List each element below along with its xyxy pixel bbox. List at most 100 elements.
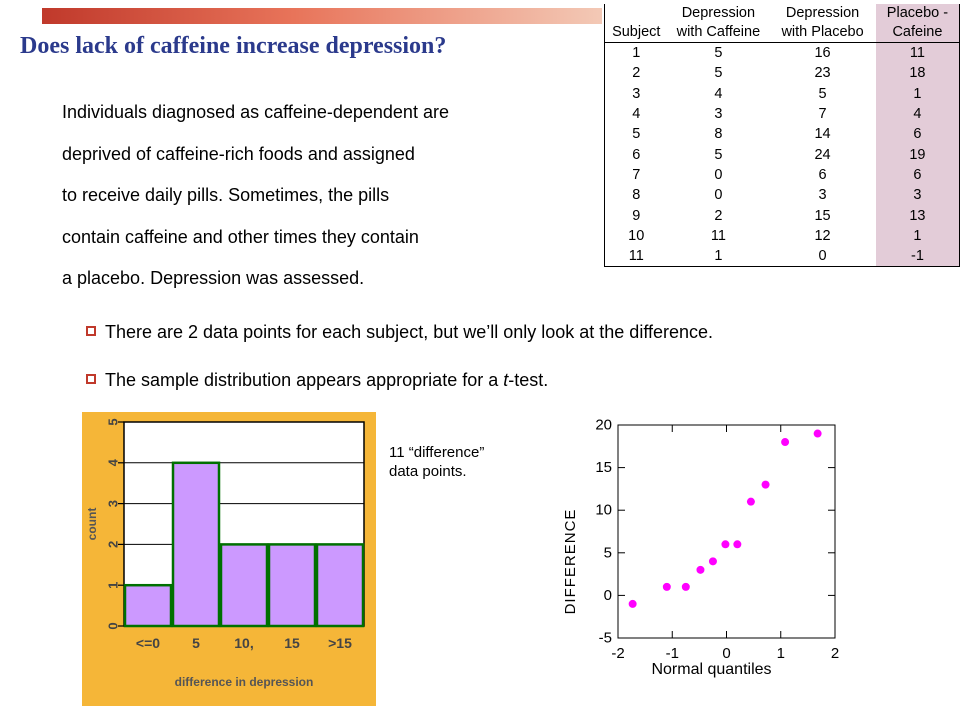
x-tick-label: 15: [284, 635, 300, 651]
bullet-square-icon: [86, 326, 96, 337]
y-tick-label: 5: [106, 418, 121, 425]
table-cell: 6: [818, 166, 827, 183]
table-cell: 5: [714, 146, 723, 163]
x-tick-label: >15: [328, 635, 352, 651]
x-tick-label: -1: [666, 645, 679, 662]
y-tick-label: 3: [106, 500, 121, 507]
table-header-cell: with Placebo: [781, 24, 864, 40]
scatter-point: [781, 438, 790, 447]
bullet-text: There are 2 data points for each subject…: [105, 322, 714, 342]
table-cell: 0: [769, 245, 876, 268]
histogram-bar: [315, 543, 365, 628]
table-cell: 11: [604, 245, 668, 268]
table-cell: 5: [818, 85, 827, 102]
depression-data-table: Depression Depression Placebo - Subject …: [604, 4, 960, 268]
y-tick-label: 0: [604, 587, 612, 604]
data-points-note: 11 “difference” data points.: [389, 443, 484, 481]
x-tick-label: 0: [722, 645, 730, 662]
table-cell: 5: [604, 124, 668, 145]
table-cell: 0: [714, 166, 723, 183]
table-header-cell: Cafeine: [875, 23, 960, 43]
table-header-cell: Placebo -: [875, 4, 960, 23]
table-cell: 23: [814, 65, 831, 82]
paragraph-line: deprived of caffeine-rich foods and assi…: [62, 143, 415, 164]
table-cell: 13: [875, 205, 960, 226]
table-cell: 19: [875, 144, 960, 165]
scatter-point: [681, 582, 690, 591]
y-tick-label: 5: [604, 544, 612, 561]
table-cell: 8: [604, 185, 668, 206]
scatter-point: [733, 540, 742, 549]
table-header-cell: Depression: [785, 5, 860, 21]
scatter-point: [628, 599, 637, 608]
table-cell: 10: [604, 225, 668, 246]
scatter-point: [708, 557, 717, 566]
x-tick-label: <=0: [136, 635, 160, 651]
table-cell: 14: [814, 126, 831, 143]
scatter-point: [721, 540, 730, 549]
bullet-item: The sample distribution appears appropri…: [86, 370, 548, 391]
bullet-text: The sample distribution appears appropri…: [105, 370, 504, 390]
table-row: 11 1 0 -1: [604, 245, 960, 268]
y-tick-label: 15: [595, 459, 612, 476]
note-line: 11 “difference”: [389, 444, 485, 461]
y-axis-label: count: [85, 508, 99, 541]
histogram-bar: [171, 461, 221, 628]
table-header-cell: [604, 4, 668, 23]
bullet-text-italic: t: [503, 370, 509, 390]
table-cell: 3: [714, 106, 723, 123]
table-cell: 5: [714, 65, 723, 82]
table-cell: 6: [604, 144, 668, 165]
x-tick-label: -2: [611, 645, 624, 662]
table-row: 6 5 24 19: [604, 144, 960, 165]
table-cell: 9: [604, 205, 668, 226]
qq-plot-panel: -5 0 5 10 15 20 -2 -1 0 1 2 Normal quantiles DIFFERE…: [555, 408, 855, 690]
paragraph-line: to receive daily pills. Sometimes, the p…: [62, 185, 390, 205]
scatter-point: [746, 497, 755, 506]
bullet-item: There are 2 data points for each subject…: [86, 322, 713, 343]
table-cell: 1: [875, 83, 960, 104]
paragraph-line: a placebo. Depression was assessed.: [62, 268, 365, 288]
table-cell: 15: [814, 207, 831, 224]
histogram-bar: [123, 583, 173, 628]
y-tick-label: -5: [599, 630, 612, 647]
histogram-chart: 0 1 2 3 4 5 <=0 5 10, 15 >15 difference in depressi…: [85, 418, 365, 689]
table-cell: 4: [714, 85, 723, 102]
qq-plot-chart: -5 0 5 10 15 20 -2 -1 0 1 2 Normal quantiles DIFFERE…: [562, 417, 839, 679]
y-axis-label: DIFFERENCE: [562, 509, 579, 615]
y-tick-label: 4: [106, 458, 121, 466]
table-cell: 3: [604, 83, 668, 104]
paragraph-line: contain caffeine and other times they co…: [62, 226, 419, 247]
table-cell: 0: [714, 187, 723, 204]
y-tick-label: 1: [106, 582, 121, 589]
scatter-point: [662, 582, 671, 591]
title-accent-bar: [42, 8, 602, 24]
y-tick-label: 20: [595, 417, 612, 434]
bullet-square-icon: [86, 374, 96, 385]
page-title: Does lack of caffeine increase depressio…: [20, 33, 447, 59]
table-header-cell: Subject: [604, 23, 668, 43]
table-cell: 1: [667, 245, 770, 268]
table-row: 2 5 23 18: [604, 63, 960, 84]
table-row: 9 2 15 13: [604, 205, 960, 226]
description-paragraph: Individuals diagnosed as caffeine-depend…: [62, 92, 592, 300]
table-row: 8 0 3 3: [604, 185, 960, 206]
table-cell: 7: [818, 106, 827, 123]
table-cell: 2: [604, 63, 668, 84]
x-tick-label: 10,: [234, 635, 253, 651]
table-cell: 2: [714, 207, 723, 224]
table-row: 3 4 5 1: [604, 83, 960, 104]
histogram-bar: [267, 543, 317, 628]
note-line: data points.: [389, 463, 467, 480]
table-row: 7 0 6 6: [604, 164, 960, 186]
table-cell: 16: [769, 42, 876, 64]
scatter-point: [813, 429, 822, 438]
table-cell: 4: [604, 103, 668, 125]
table-cell: 6: [875, 124, 960, 145]
table-cell: 1: [875, 225, 960, 246]
table-cell: -1: [875, 245, 960, 268]
table-cell: 11: [875, 42, 960, 64]
table-row: 10 11 12 1: [604, 225, 960, 246]
plot-frame: [617, 424, 836, 639]
x-tick-label: 2: [831, 645, 839, 662]
